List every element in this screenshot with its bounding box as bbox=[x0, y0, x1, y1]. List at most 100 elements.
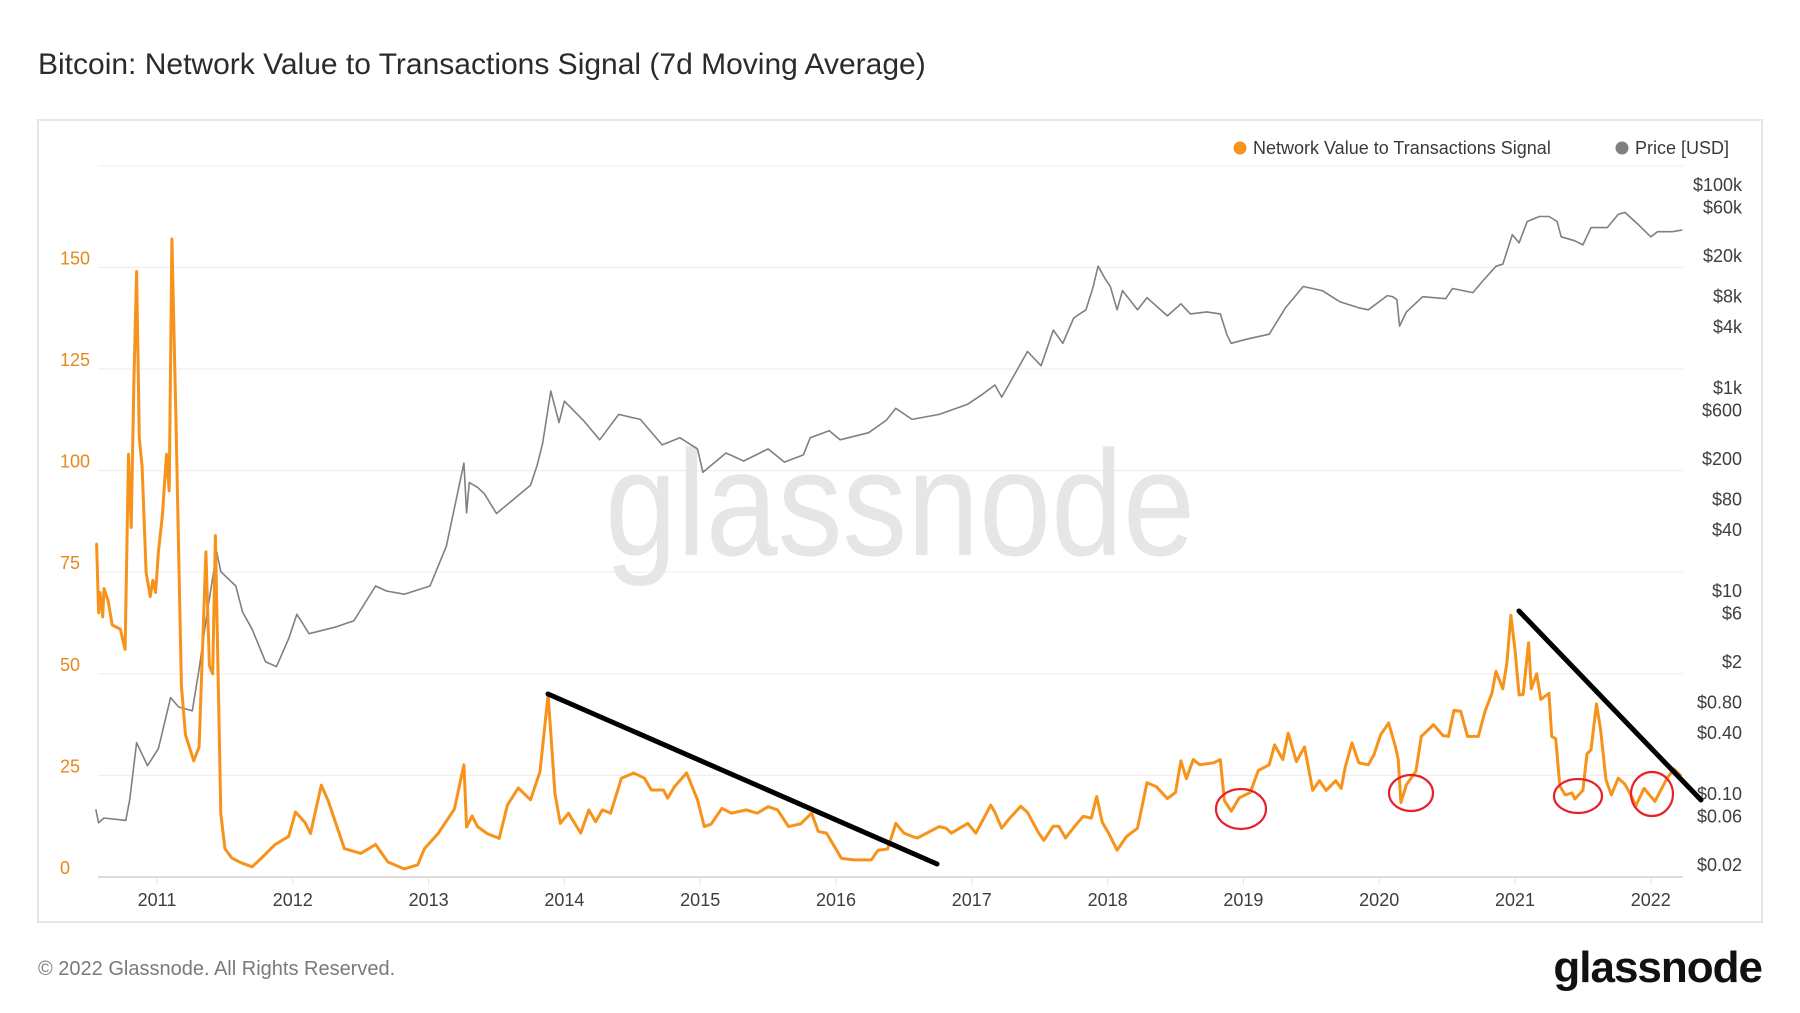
y-right-tick-label: $6 bbox=[1722, 604, 1742, 624]
nvts-point bbox=[1026, 811, 1029, 814]
nvts-point bbox=[273, 843, 277, 846]
nvts-point bbox=[974, 831, 978, 835]
nvts-point bbox=[594, 820, 597, 823]
price-point bbox=[1358, 307, 1360, 309]
nvts-point bbox=[294, 810, 297, 814]
nvts-point bbox=[1339, 787, 1343, 790]
price-point bbox=[1481, 280, 1484, 283]
x-tick-label: 2016 bbox=[816, 890, 856, 910]
nvts-point bbox=[470, 814, 474, 818]
nvts-point bbox=[1420, 735, 1423, 738]
legend-item-nvts[interactable]: Network Value to Transactions Signal bbox=[1233, 138, 1551, 158]
x-tick-label: 2022 bbox=[1631, 890, 1671, 910]
nvts-point bbox=[1344, 765, 1347, 769]
nvts-point bbox=[102, 587, 106, 590]
trendline-2014-2016 bbox=[545, 691, 940, 867]
nvts-point bbox=[703, 825, 706, 828]
nvts-point bbox=[1107, 832, 1111, 836]
price-point bbox=[1681, 229, 1683, 231]
price-point bbox=[696, 448, 699, 450]
nvts-point bbox=[817, 830, 820, 833]
nvts-point bbox=[730, 811, 733, 815]
price-point bbox=[157, 748, 159, 750]
glassnode-logo[interactable]: glassnode bbox=[1553, 943, 1763, 992]
nvts-point bbox=[303, 821, 307, 824]
nvts-point bbox=[825, 831, 828, 835]
price-point bbox=[679, 437, 681, 439]
price-point bbox=[125, 819, 127, 821]
price-point bbox=[275, 665, 278, 668]
price-point bbox=[95, 809, 97, 811]
price-point bbox=[1230, 342, 1232, 344]
nvts-point bbox=[132, 379, 136, 383]
nvts-point bbox=[250, 865, 254, 869]
y-left-tick-label: 25 bbox=[60, 756, 80, 776]
y-right-tick-label: $0.40 bbox=[1697, 723, 1742, 743]
nvts-point bbox=[1372, 753, 1375, 757]
nvts-point bbox=[260, 856, 263, 860]
nvts-point bbox=[1595, 702, 1598, 706]
price-point bbox=[994, 384, 996, 386]
price-point bbox=[1026, 350, 1029, 353]
nvts-point bbox=[989, 803, 993, 807]
price-point bbox=[1556, 220, 1558, 223]
legend-item-price[interactable]: Price [USD] bbox=[1615, 138, 1730, 158]
nvts-point bbox=[161, 514, 164, 517]
legend[interactable]: Network Value to Transactions Signal Pri… bbox=[1233, 138, 1730, 158]
price-point bbox=[476, 486, 479, 488]
nvts-point bbox=[696, 798, 699, 801]
nvts-point bbox=[1281, 758, 1284, 761]
nvts-point bbox=[1477, 735, 1480, 738]
nvts-point bbox=[1466, 735, 1469, 738]
nvts-point bbox=[944, 827, 948, 830]
watermark: glassnode bbox=[605, 419, 1195, 587]
nvts-point bbox=[1490, 692, 1494, 695]
price-point bbox=[1189, 313, 1192, 315]
price-point bbox=[702, 471, 704, 473]
price-point bbox=[251, 628, 253, 630]
nvts-point bbox=[950, 831, 953, 835]
price-point bbox=[1166, 315, 1168, 317]
nvts-point bbox=[1191, 758, 1195, 761]
y-right-tick-label: $40 bbox=[1712, 520, 1742, 540]
price-point bbox=[466, 512, 468, 514]
nvts-point bbox=[587, 808, 591, 812]
nvts-point bbox=[1581, 789, 1585, 792]
price-point bbox=[885, 419, 887, 422]
nvts-point bbox=[666, 796, 669, 800]
price-point bbox=[265, 661, 267, 663]
nvts-point bbox=[1008, 816, 1012, 820]
nvts-point bbox=[1623, 783, 1627, 786]
price-point bbox=[802, 454, 805, 456]
nvts-point bbox=[1357, 761, 1361, 765]
nvts-point bbox=[1387, 721, 1390, 725]
x-tick-label: 2017 bbox=[952, 890, 992, 910]
nvts-point bbox=[119, 627, 122, 631]
nvts-point bbox=[110, 623, 114, 627]
price-point bbox=[308, 633, 310, 635]
price-point bbox=[1180, 303, 1182, 305]
x-tick-label: 2015 bbox=[680, 890, 720, 910]
nvts-point bbox=[1517, 693, 1521, 697]
nvts-point bbox=[1570, 791, 1574, 795]
price-point bbox=[483, 493, 485, 495]
nvts-point bbox=[1452, 709, 1456, 712]
price-point bbox=[1052, 329, 1054, 331]
nvts-point bbox=[1212, 761, 1215, 765]
nvts-point bbox=[1125, 835, 1128, 838]
nvts-point bbox=[1223, 799, 1226, 802]
price-point bbox=[385, 590, 388, 592]
price-point bbox=[1590, 227, 1592, 229]
nvts-point bbox=[1379, 733, 1382, 736]
nvts-point bbox=[1229, 809, 1233, 813]
price-point bbox=[725, 452, 727, 454]
nvts-point bbox=[320, 783, 323, 787]
y-left-tick-label: 100 bbox=[60, 452, 90, 472]
nvts-point bbox=[1589, 748, 1593, 751]
nvts-point bbox=[1394, 745, 1397, 749]
price-point bbox=[353, 620, 355, 622]
y-right-tick-label: $0.10 bbox=[1697, 784, 1742, 804]
price-point bbox=[1451, 287, 1454, 290]
price-point bbox=[1104, 277, 1106, 279]
